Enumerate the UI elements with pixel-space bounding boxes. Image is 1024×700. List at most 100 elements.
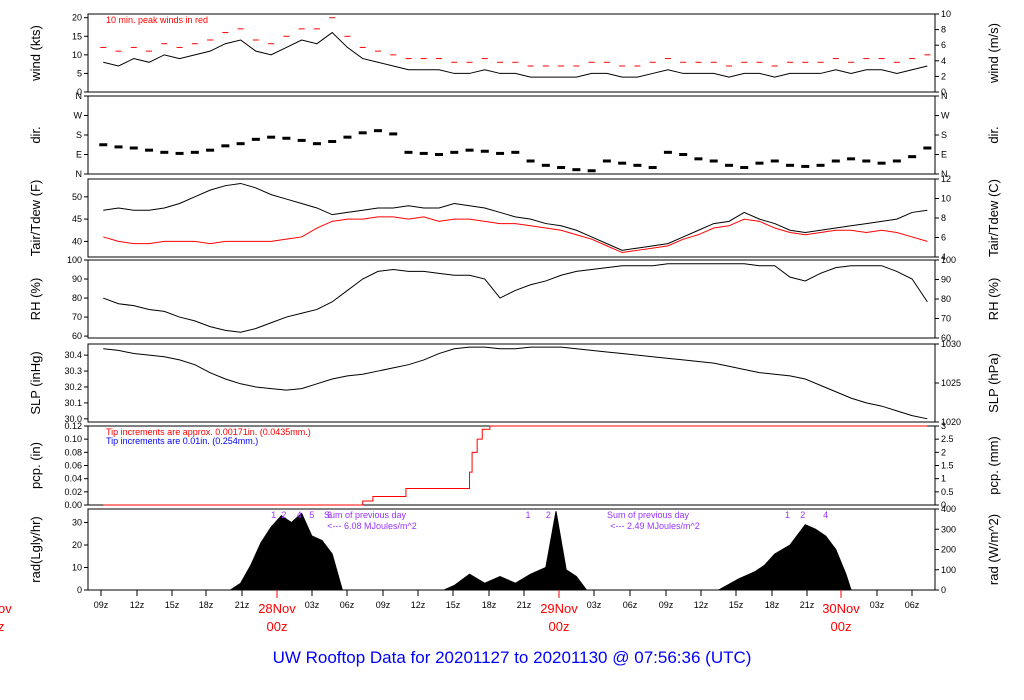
series-line <box>103 425 928 506</box>
direction-mark <box>892 159 901 163</box>
y-tick-label-right: 10 <box>941 194 951 204</box>
panel-frame <box>87 178 936 258</box>
direction-mark <box>831 159 840 163</box>
footer-prefix: UW Rooftop Data for <box>272 648 431 667</box>
direction-mark <box>328 140 337 143</box>
y-tick-label-left: 30.1 <box>64 398 82 408</box>
direction-mark <box>618 161 627 165</box>
hour-marker: 1 <box>785 510 790 520</box>
direction-mark <box>526 159 535 163</box>
direction-mark <box>511 150 520 154</box>
y-tick-label-left: 80 <box>72 293 82 303</box>
y-tick-label-right: 6 <box>941 40 946 50</box>
series-line <box>103 263 928 333</box>
footer-title: UW Rooftop Data for 20201127 to 20201130… <box>0 648 1024 668</box>
y-tick-label-left: 15 <box>72 31 82 41</box>
y-tick-label-right: 1030 <box>941 339 961 349</box>
y-tick-label-left: 70 <box>72 312 82 322</box>
x-tick-label: 12z <box>694 600 709 610</box>
x-tick-label: 21z <box>235 600 250 610</box>
direction-mark <box>496 151 505 155</box>
x-tick-label: 09z <box>94 600 109 610</box>
y-axis-label-left: pcp. (in) <box>28 442 43 489</box>
y-tick-label-left: 30.4 <box>64 350 82 360</box>
direction-mark <box>862 159 871 163</box>
y-axis-label-right: Tair/Tdew (C) <box>986 179 1001 257</box>
direction-mark <box>190 150 199 154</box>
x-day-label: 30Nov <box>822 601 860 616</box>
precip-note-red: Tip increments are approx. 0.00171in. (0… <box>106 427 311 437</box>
y-tick-label-right: E <box>941 150 947 160</box>
y-axis-label-right: RH (%) <box>986 278 1001 321</box>
y-tick-label-right: 70 <box>941 314 951 324</box>
peak-wind-series <box>100 17 931 67</box>
direction-mark <box>404 150 413 154</box>
direction-mark <box>633 163 642 167</box>
y-tick-label-right: 100 <box>941 255 956 265</box>
y-tick-label-right: 90 <box>941 275 951 285</box>
direction-mark <box>389 132 398 136</box>
y-tick-label-right: 300 <box>941 524 956 534</box>
panel-frame <box>87 343 936 423</box>
precip-note-blue: Tip increments are 0.01in. (0.254mm.) <box>106 436 258 446</box>
y-tick-label-left: 50 <box>72 192 82 202</box>
x-tick-label: 09z <box>376 600 391 610</box>
y-tick-label-right: 0 <box>941 87 946 97</box>
y-tick-label-right: 0.5 <box>941 487 954 497</box>
direction-mark <box>129 146 138 150</box>
footer-at: @ <box>612 648 630 667</box>
wind-direction-series <box>99 129 932 173</box>
y-tick-label-left: 100 <box>67 255 82 265</box>
x-tick-label: 06z <box>340 600 355 610</box>
direction-mark <box>267 135 276 139</box>
hour-marker: 2 <box>546 510 551 520</box>
direction-mark <box>419 151 428 155</box>
panel-frame <box>87 95 936 175</box>
y-axis-label-right: wind (m/s) <box>986 23 1001 84</box>
y-tick-label-right: 10 <box>941 9 951 19</box>
y-tick-label-left: 0.12 <box>64 421 82 431</box>
y-tick-label-right: 6 <box>941 233 946 243</box>
y-tick-label-left: 30.2 <box>64 382 82 392</box>
y-tick-label-right: 1025 <box>941 378 961 388</box>
x-tick-label: 06z <box>905 600 920 610</box>
direction-mark <box>786 163 795 167</box>
direction-mark <box>343 135 352 139</box>
direction-mark <box>908 155 917 159</box>
y-tick-label-left: 0.10 <box>64 434 82 444</box>
x-day-label: 29Nov <box>540 601 578 616</box>
panel-annotation: 10 min. peak winds in red <box>106 15 208 25</box>
direction-mark <box>724 163 733 167</box>
y-tick-label-left: 5 <box>77 68 82 78</box>
y-tick-label-left: 90 <box>72 274 82 284</box>
direction-mark <box>541 163 550 167</box>
x-tick-label: 09z <box>659 600 674 610</box>
direction-mark <box>251 137 260 141</box>
y-tick-label-left: W <box>74 111 83 121</box>
y-tick-label-right: S <box>941 130 947 140</box>
footer-time: 07:56:36 <box>634 648 701 667</box>
y-axis-label-left: wind (kts) <box>28 25 43 82</box>
direction-mark <box>816 163 825 167</box>
hour-marker: 2 <box>281 510 286 520</box>
y-tick-label-right: N <box>941 91 948 101</box>
direction-mark <box>709 159 718 163</box>
y-tick-label-left: 0.00 <box>64 500 82 510</box>
hour-marker: 6 <box>327 510 332 520</box>
radiation-sum-label: Sum of previous day <box>324 510 407 520</box>
y-tick-label-left: 0.08 <box>64 447 82 457</box>
y-tick-label-left: 60 <box>72 331 82 341</box>
y-tick-label-right: 1020 <box>941 417 961 427</box>
direction-mark <box>297 138 306 142</box>
hour-marker: 4 <box>823 510 828 520</box>
radiation-sum-label: Sum of previous day <box>607 510 690 520</box>
hour-marker: 4 <box>297 510 302 520</box>
hour-marker: 5 <box>309 510 314 520</box>
y-tick-label-left: 10 <box>72 50 82 60</box>
direction-mark <box>648 166 657 169</box>
direction-mark <box>694 157 703 161</box>
y-tick-label-right: 12 <box>941 174 951 184</box>
x-tick-label: 03z <box>305 600 320 610</box>
y-axis-label-right: pcp. (mm) <box>986 436 1001 495</box>
